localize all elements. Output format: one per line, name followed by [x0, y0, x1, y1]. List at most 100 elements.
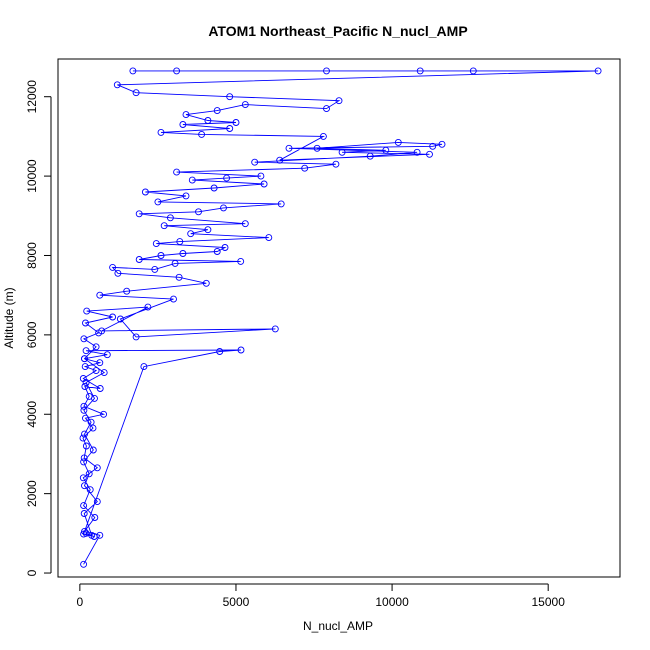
data-series: [79, 67, 602, 568]
data-point: [202, 279, 210, 287]
data-point: [237, 257, 245, 265]
data-point: [98, 327, 106, 335]
data-point: [86, 486, 94, 494]
data-point: [80, 458, 88, 466]
data-point: [594, 67, 602, 75]
data-point: [114, 269, 122, 277]
data-point: [210, 184, 218, 192]
data-point: [80, 402, 88, 410]
data-point: [140, 363, 148, 371]
chart-title: ATOM1 Northeast_Pacific N_nucl_AMP: [208, 23, 467, 39]
data-point: [157, 128, 165, 136]
data-point: [80, 335, 88, 343]
data-point: [257, 172, 265, 180]
data-point: [221, 244, 229, 251]
data-point: [223, 174, 231, 182]
data-point: [82, 442, 90, 450]
data-point: [96, 291, 104, 299]
data-point: [154, 198, 162, 206]
data-point: [182, 111, 190, 119]
data-point: [469, 67, 477, 75]
data-point: [141, 188, 149, 196]
series-line: [82, 70, 599, 565]
data-point: [187, 230, 195, 238]
data-point: [80, 502, 88, 510]
data-point: [301, 164, 309, 172]
data-point: [132, 333, 140, 341]
data-point: [88, 531, 96, 539]
y-tick-label: 0: [25, 569, 39, 576]
data-point: [82, 319, 89, 327]
data-point: [80, 454, 88, 462]
data-point: [135, 210, 143, 218]
data-point: [81, 355, 88, 363]
data-point: [89, 424, 97, 432]
data-point: [109, 313, 117, 321]
data-point: [171, 259, 179, 267]
data-point: [80, 510, 88, 517]
data-point: [237, 346, 245, 354]
data-point: [92, 343, 100, 351]
data-point: [251, 158, 259, 166]
data-point: [91, 394, 98, 402]
y-tick-label: 4000: [25, 401, 39, 428]
y-tick-label: 10000: [25, 159, 39, 193]
y-tick-label: 8000: [25, 242, 39, 269]
x-axis-label: N_nucl_AMP: [303, 619, 373, 633]
data-point: [100, 369, 108, 377]
data-point: [226, 125, 234, 132]
data-point: [82, 347, 90, 355]
data-point: [79, 434, 87, 442]
data-point: [438, 140, 446, 148]
data-point: [241, 220, 249, 228]
data-point: [135, 256, 143, 263]
data-point: [116, 315, 124, 323]
data-point: [232, 119, 240, 126]
data-point: [87, 418, 95, 426]
data-point: [216, 348, 224, 355]
data-point: [93, 464, 101, 472]
y-tick-label: 12000: [25, 80, 39, 114]
data-point: [213, 248, 221, 255]
data-point: [429, 142, 437, 150]
data-point: [195, 208, 202, 216]
data-point: [81, 482, 88, 490]
data-point: [366, 152, 374, 160]
data-point: [188, 176, 196, 184]
data-point: [96, 385, 104, 392]
data-point: [319, 132, 327, 140]
x-tick-label: 0: [77, 595, 84, 609]
plot-frame: [57, 58, 621, 578]
data-point: [335, 97, 343, 105]
data-point: [276, 156, 284, 164]
x-tick-label: 10000: [375, 595, 409, 609]
data-point: [323, 67, 330, 75]
data-point: [81, 430, 88, 438]
data-point: [82, 379, 90, 386]
data-point: [173, 168, 181, 176]
data-point: [166, 214, 174, 222]
data-point: [173, 67, 181, 75]
data-point: [82, 414, 89, 422]
y-tick-label: 6000: [25, 321, 39, 348]
data-point: [426, 150, 433, 158]
x-tick-label: 5000: [223, 595, 250, 609]
data-point: [265, 234, 273, 242]
data-point: [271, 325, 279, 333]
data-point: [103, 351, 111, 359]
data-point: [332, 160, 340, 168]
data-point: [204, 117, 212, 124]
data-point: [260, 180, 268, 188]
data-point: [170, 295, 177, 303]
x-axis: 0 5000 10000 15000: [77, 583, 565, 609]
data-point: [113, 81, 121, 89]
data-point: [92, 367, 100, 375]
data-point: [382, 146, 390, 154]
data-point: [81, 383, 89, 390]
data-point: [416, 67, 424, 75]
data-point: [91, 514, 99, 521]
data-point: [179, 250, 187, 257]
data-point: [144, 303, 152, 311]
data-point: [96, 359, 104, 367]
data-point: [220, 204, 227, 212]
